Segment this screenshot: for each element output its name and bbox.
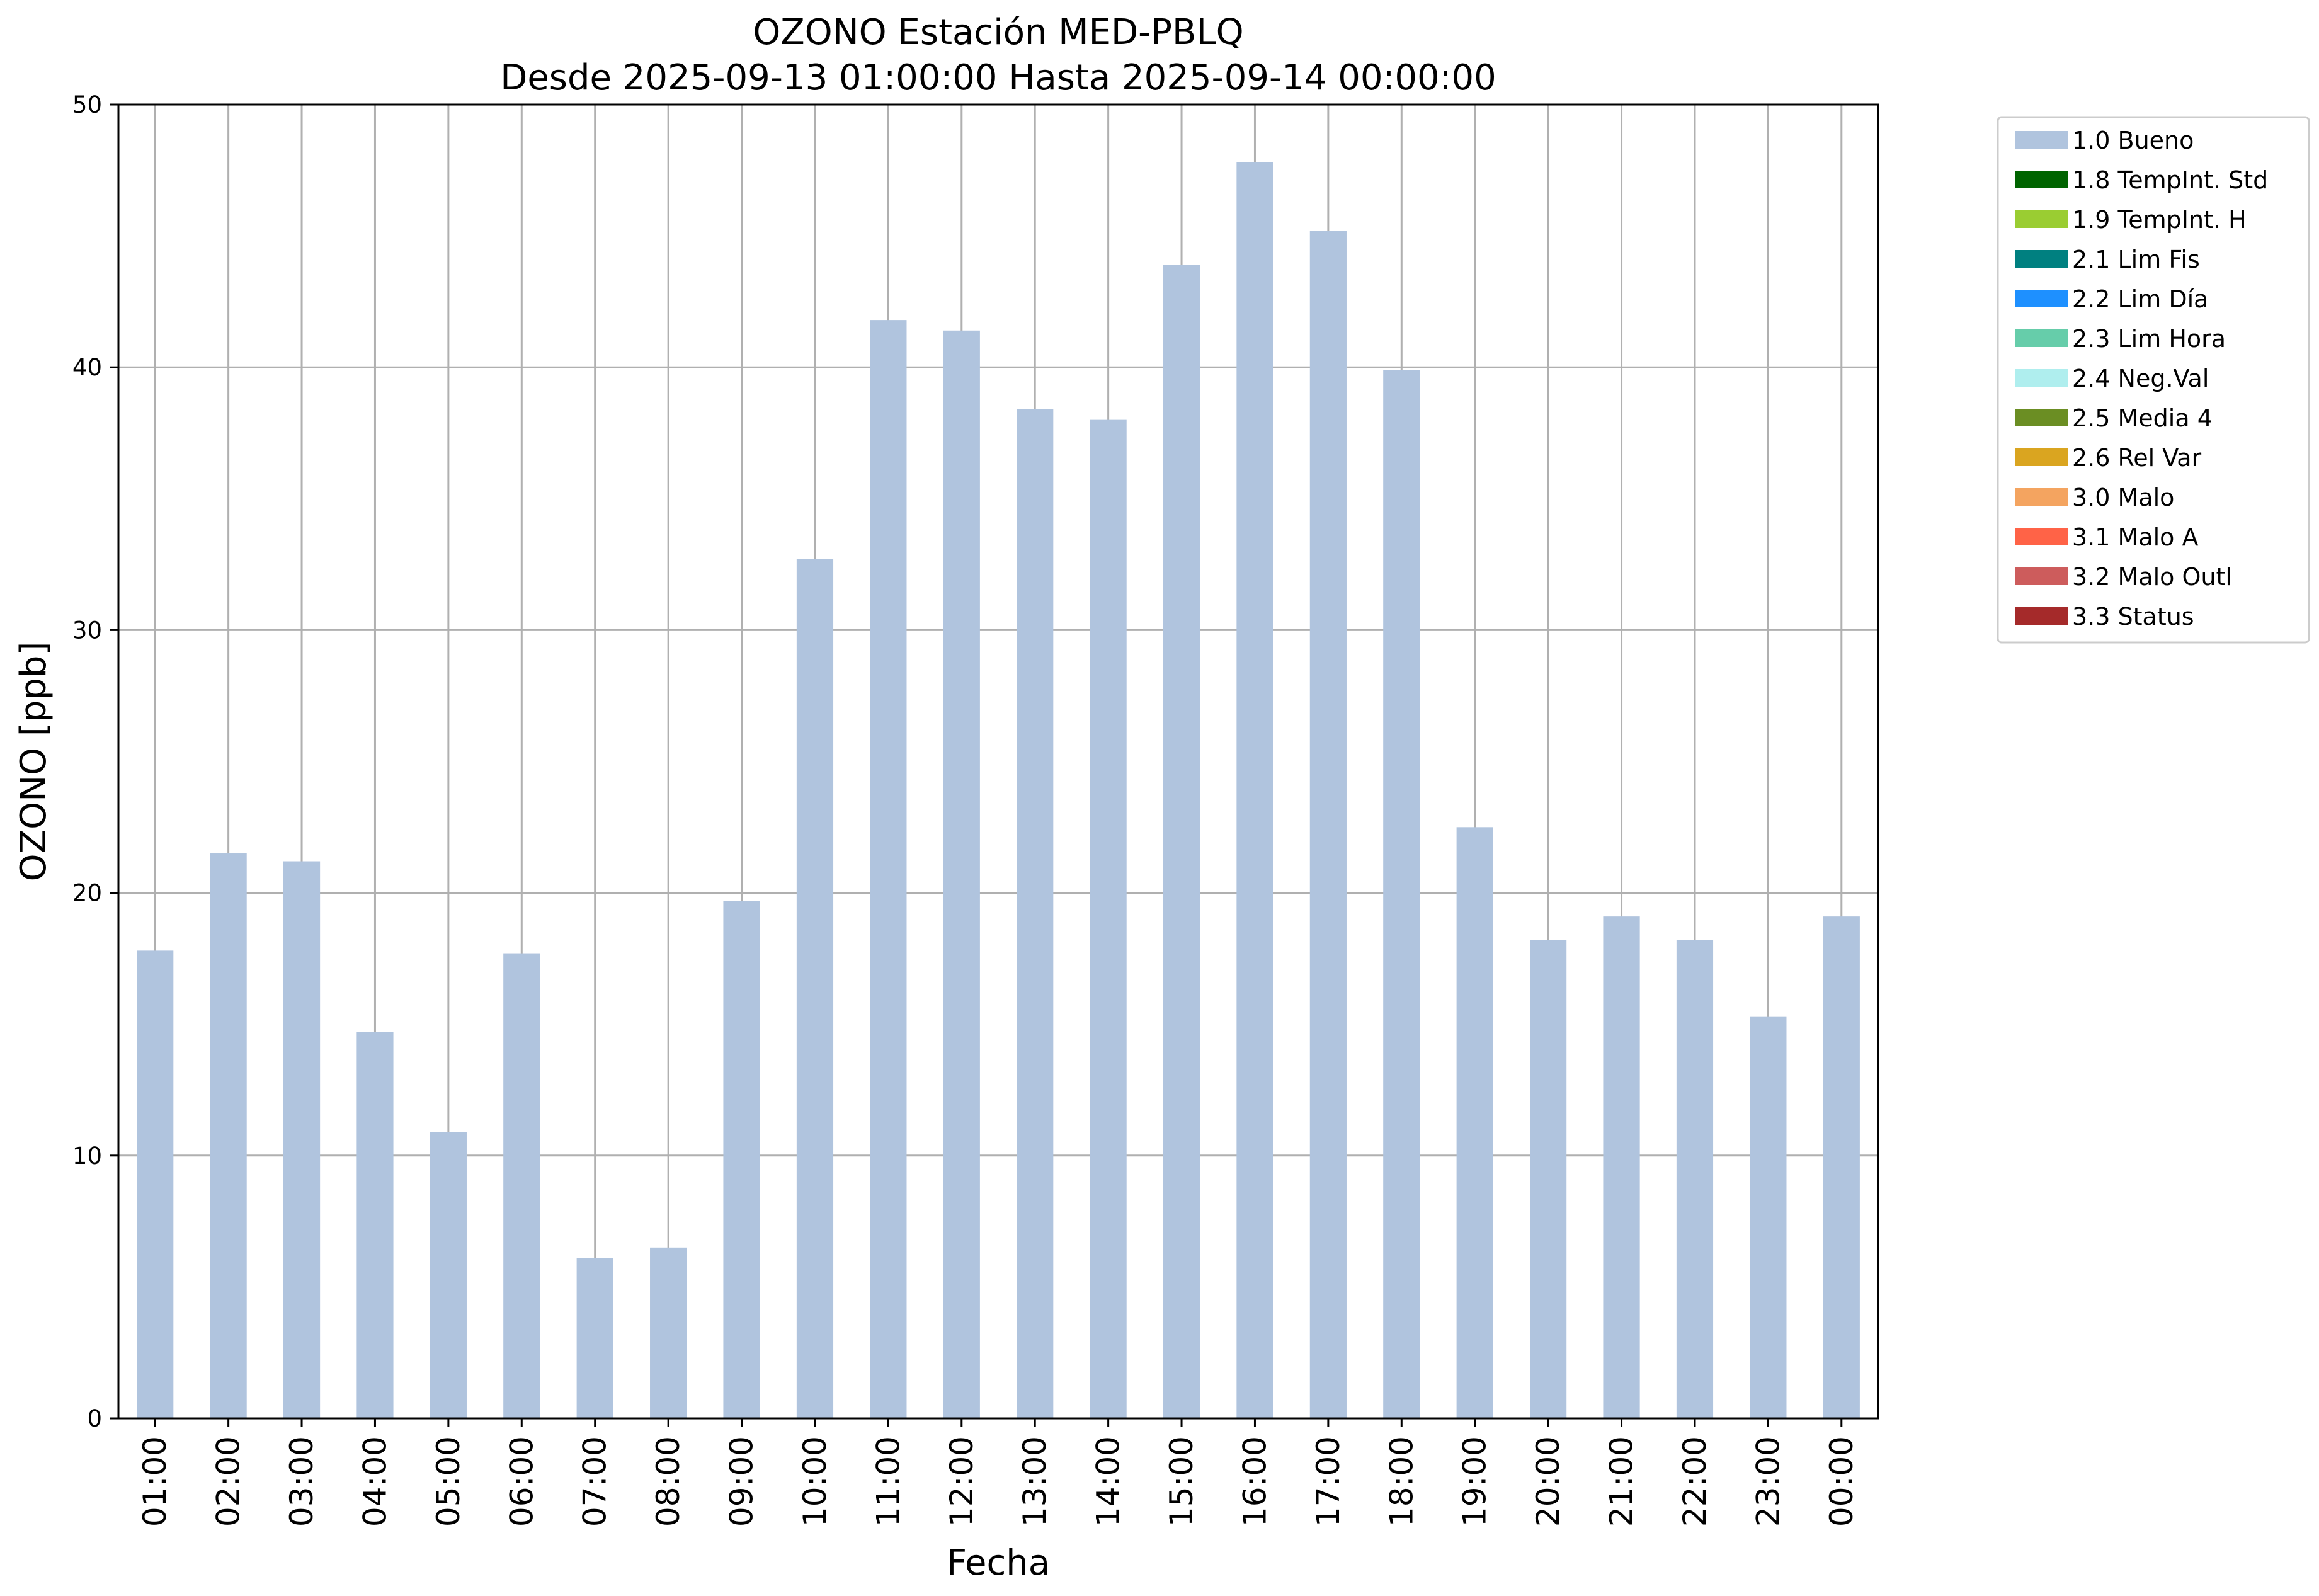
legend-label: 2.3 Lim Hora — [2072, 325, 2226, 353]
bar-1400 — [1090, 419, 1127, 1418]
bar-0700 — [576, 1258, 613, 1418]
legend-swatch — [2015, 171, 2068, 188]
x-tick-label: 05:00 — [430, 1436, 467, 1527]
x-tick-label: 19:00 — [1457, 1436, 1493, 1527]
x-tick-label: 11:00 — [870, 1436, 906, 1527]
bars — [137, 162, 1860, 1419]
bar-0200 — [210, 853, 247, 1418]
legend-label: 1.8 TempInt. Std — [2072, 166, 2268, 194]
bar-1900 — [1456, 827, 1493, 1418]
bar-0900 — [723, 901, 760, 1418]
x-tick-label: 08:00 — [650, 1436, 687, 1527]
x-tick-label: 17:00 — [1310, 1436, 1347, 1527]
x-tick-label: 03:00 — [283, 1436, 320, 1527]
x-tick-label: 07:00 — [577, 1436, 613, 1527]
legend-swatch — [2015, 607, 2068, 625]
y-axis-ticks: 0 10 20 30 40 50 — [72, 91, 118, 1432]
bar-1500 — [1163, 265, 1200, 1419]
x-tick-label: 09:00 — [724, 1436, 760, 1527]
y-tick-label: 30 — [72, 617, 102, 644]
legend-label: 2.1 Lim Fis — [2072, 246, 2200, 273]
legend-swatch — [2015, 488, 2068, 506]
bar-2200 — [1676, 940, 1714, 1418]
legend-label: 1.0 Bueno — [2072, 127, 2194, 154]
y-tick-label: 0 — [87, 1405, 102, 1432]
y-tick-label: 40 — [72, 354, 102, 381]
legend-swatch — [2015, 329, 2068, 347]
bar-0000 — [1823, 916, 1860, 1418]
chart-title: OZONO Estación MED-PBLQ — [753, 12, 1244, 53]
legend-swatch — [2015, 409, 2068, 426]
bar-0300 — [283, 861, 321, 1418]
legend-label: 3.0 Malo — [2072, 484, 2174, 511]
legend-swatch — [2015, 250, 2068, 268]
bar-1800 — [1383, 370, 1420, 1418]
x-tick-label: 15:00 — [1163, 1436, 1200, 1527]
x-tick-label: 04:00 — [356, 1436, 393, 1527]
legend-label: 2.4 Neg.Val — [2072, 365, 2209, 392]
bar-2300 — [1750, 1016, 1787, 1418]
legend-items: 1.0 Bueno 1.8 TempInt. Std 1.9 TempInt. H 2… — [2015, 127, 2268, 630]
x-tick-label: 12:00 — [943, 1436, 980, 1527]
y-axis-label: OZONO [ppb] — [13, 642, 54, 882]
y-tick-label: 20 — [72, 880, 102, 907]
x-tick-label: 22:00 — [1677, 1436, 1713, 1527]
legend-swatch — [2015, 528, 2068, 545]
legend-label: 2.6 Rel Var — [2072, 444, 2202, 472]
x-tick-label: 00:00 — [1823, 1436, 1860, 1527]
legend-swatch — [2015, 290, 2068, 307]
legend-label: 3.3 Status — [2072, 603, 2194, 630]
x-tick-label: 13:00 — [1017, 1436, 1053, 1527]
bar-2100 — [1603, 916, 1640, 1418]
bar-1100 — [870, 320, 907, 1418]
legend-swatch — [2015, 369, 2068, 387]
x-tick-label: 21:00 — [1604, 1436, 1640, 1527]
x-tick-label: 10:00 — [797, 1436, 833, 1527]
x-tick-label: 20:00 — [1530, 1436, 1566, 1527]
legend: 1.0 Bueno 1.8 TempInt. Std 1.9 TempInt. H 2… — [1997, 116, 2310, 644]
bar-1200 — [943, 330, 980, 1418]
x-tick-label: 18:00 — [1383, 1436, 1420, 1527]
x-tick-label: 01:00 — [137, 1436, 173, 1527]
bar-0500 — [430, 1132, 467, 1418]
x-tick-label: 14:00 — [1090, 1436, 1127, 1527]
legend-frame — [1997, 116, 2310, 644]
legend-label: 1.9 TempInt. H — [2072, 206, 2247, 234]
bar-2000 — [1530, 940, 1567, 1418]
y-tick-label: 10 — [72, 1143, 102, 1170]
bar-1000 — [796, 559, 834, 1418]
chart-subtitle: Desde 2025-09-13 01:00:00 Hasta 2025-09-… — [500, 57, 1496, 98]
x-tick-label: 23:00 — [1750, 1436, 1786, 1527]
x-tick-label: 02:00 — [210, 1436, 247, 1527]
bar-0600 — [503, 953, 540, 1418]
legend-swatch — [2015, 567, 2068, 585]
legend-label: 3.2 Malo Outl — [2072, 563, 2232, 591]
legend-label: 3.1 Malo A — [2072, 523, 2198, 551]
x-axis-ticks: 01:00 02:00 03:00 04:00 05:00 06:00 07:00 08:00… — [137, 1418, 1860, 1527]
bar-1700 — [1309, 231, 1347, 1419]
bar-1300 — [1017, 409, 1054, 1418]
y-tick-label: 50 — [72, 91, 102, 118]
legend-label: 2.5 Media 4 — [2072, 404, 2213, 432]
bar-0400 — [356, 1032, 394, 1418]
plot-frame — [117, 103, 1879, 1420]
bar-1600 — [1236, 162, 1273, 1419]
x-tick-label: 06:00 — [503, 1436, 540, 1527]
x-axis-label: Fecha — [947, 1542, 1050, 1583]
x-tick-label: 16:00 — [1236, 1436, 1273, 1527]
legend-swatch — [2015, 448, 2068, 466]
legend-label: 2.2 Lim Día — [2072, 285, 2208, 313]
bar-0800 — [650, 1247, 687, 1418]
legend-swatch — [2015, 210, 2068, 228]
bar-0100 — [137, 950, 174, 1418]
legend-swatch — [2015, 131, 2068, 149]
